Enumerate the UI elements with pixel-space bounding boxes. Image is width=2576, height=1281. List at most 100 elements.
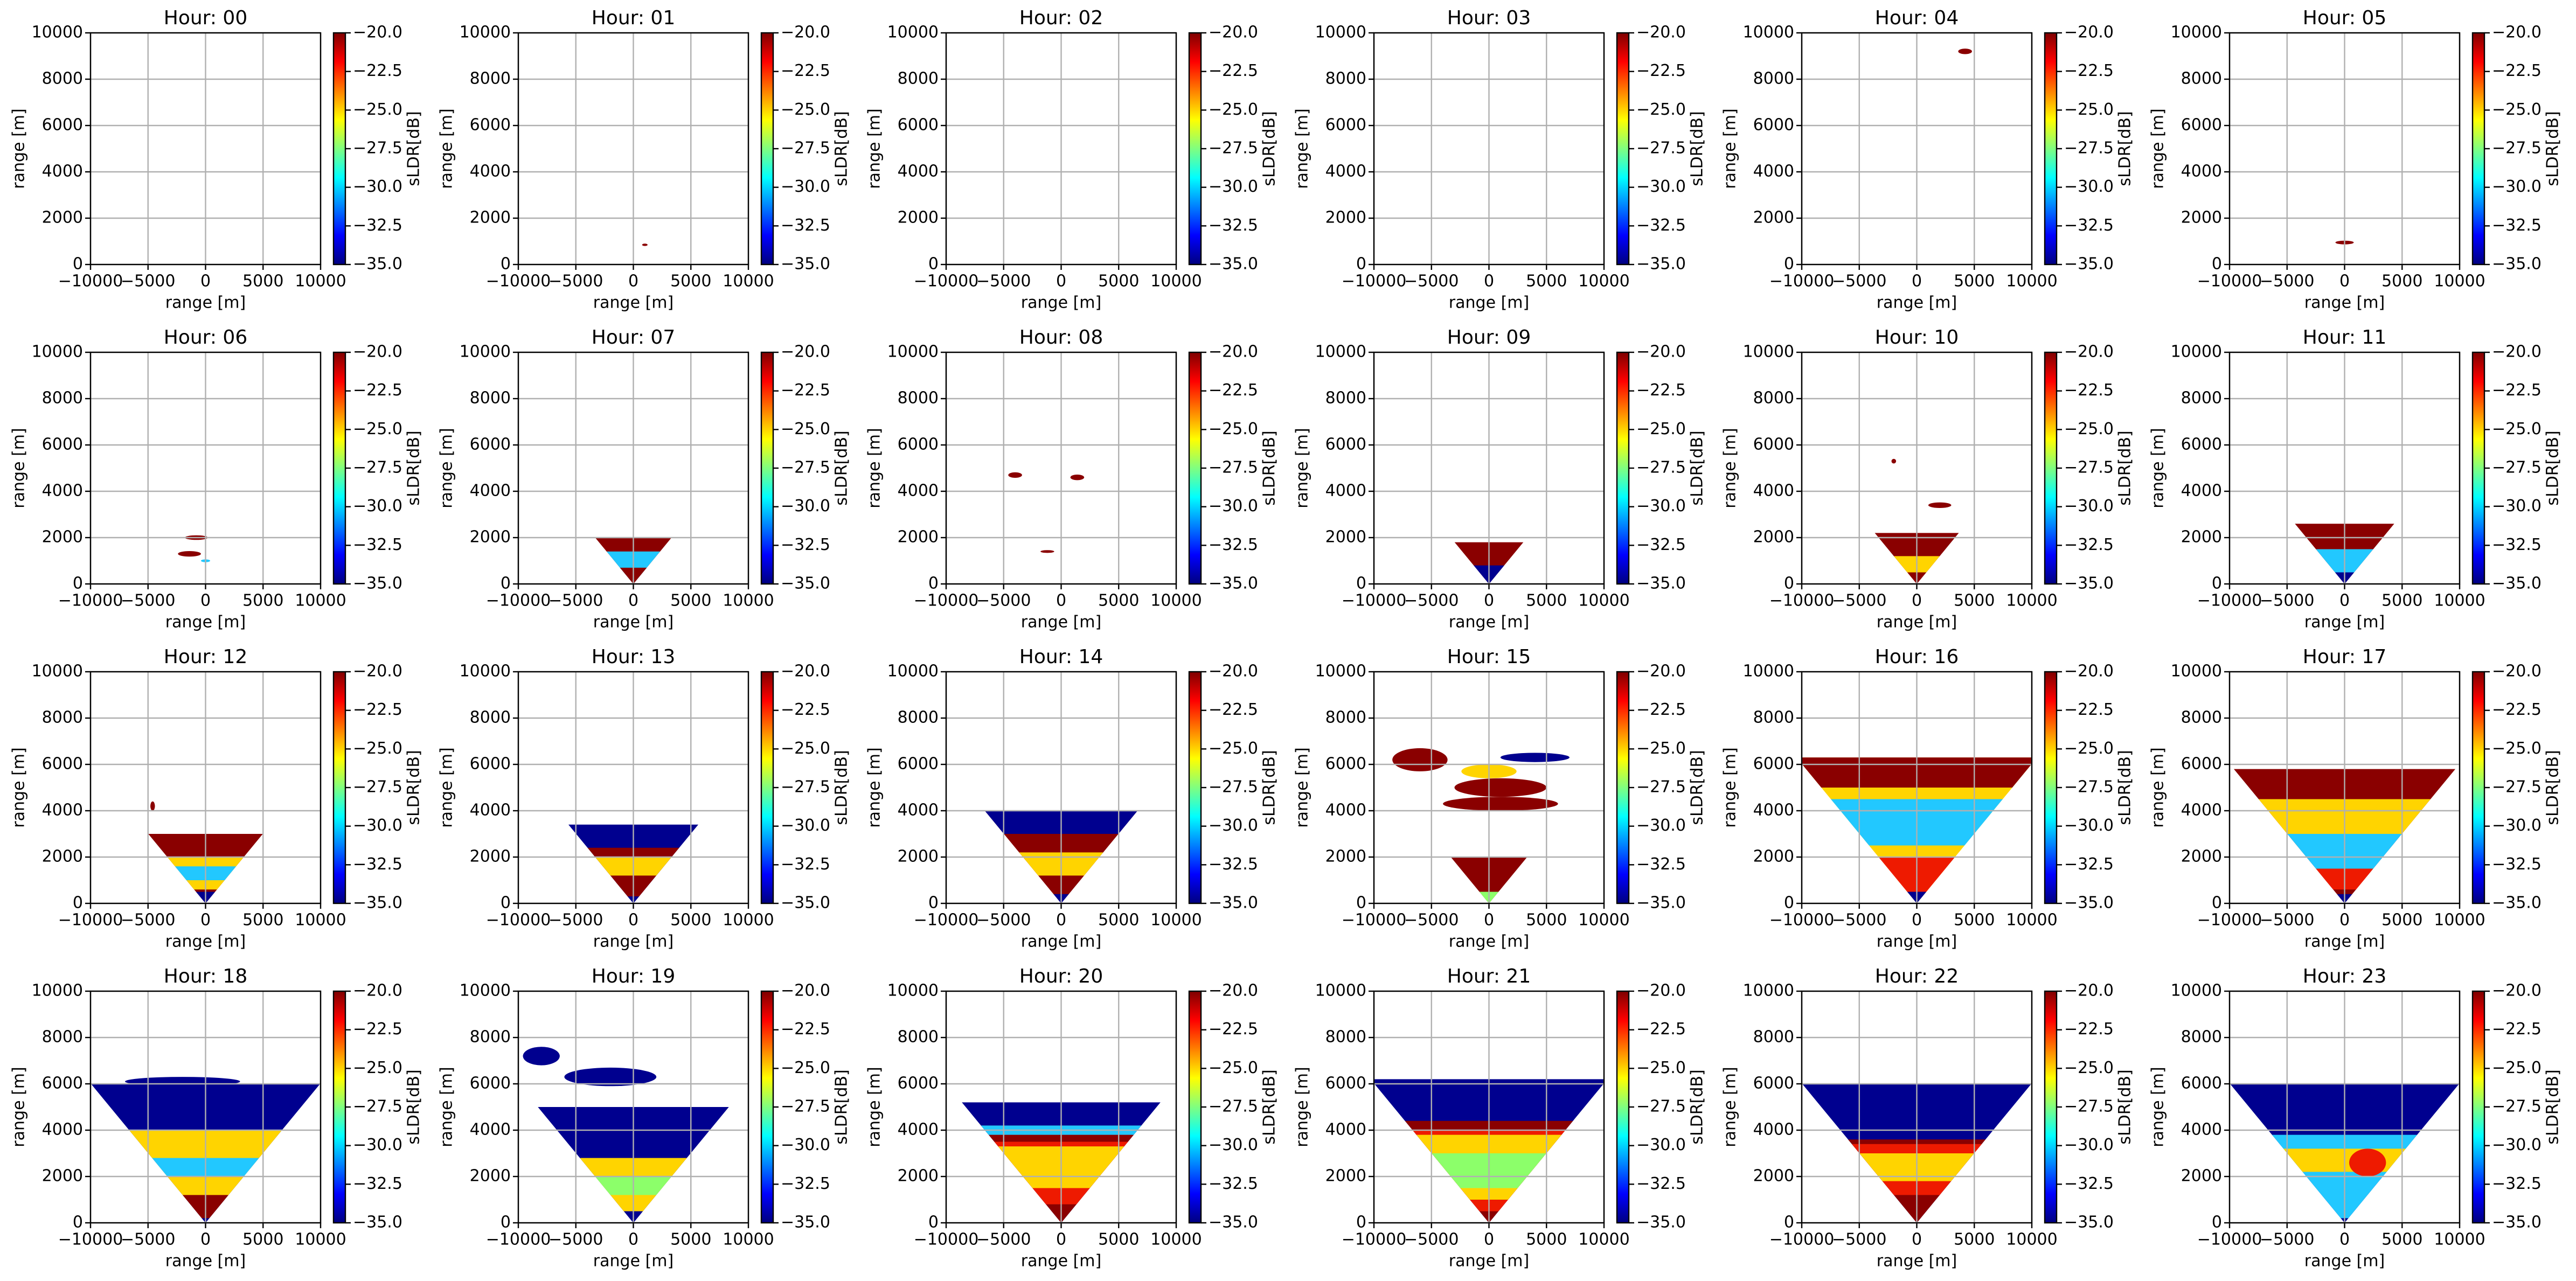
colorbar-tick-label: −32.5 xyxy=(781,216,830,235)
colorbar-label: sLDR[dB] xyxy=(405,1069,423,1144)
colorbar-tick-label: −27.5 xyxy=(1636,778,1686,797)
colorbar-tick-label: −35.0 xyxy=(353,1213,402,1232)
y-tick-label: 4000 xyxy=(42,482,83,500)
colorbar-tick-label: −20.0 xyxy=(1209,23,1258,42)
colorbar-tick-label: −22.5 xyxy=(2064,381,2114,400)
x-tick-label: 0 xyxy=(1484,591,1494,610)
y-tick-label: 0 xyxy=(2212,255,2222,274)
axes-frame xyxy=(1801,32,2033,266)
x-tick-label: −10000 xyxy=(58,911,123,930)
y-tick-label: 2000 xyxy=(898,847,939,866)
colorbar-tick-label: −27.5 xyxy=(1209,458,1258,477)
colorbar xyxy=(2044,32,2058,266)
x-axis-label: range [m] xyxy=(2304,294,2385,312)
subplot: −10000−5000 0 5000 10000 0 2000 4000 6000 8000 10… xyxy=(438,326,851,632)
colorbar-tick-label: −22.5 xyxy=(1209,61,1258,80)
colorbar-tick-label: −27.5 xyxy=(781,458,830,477)
x-tick-label: −5000 xyxy=(1404,272,1459,291)
colorbar-tick-label: −25.0 xyxy=(2064,739,2114,758)
x-tick-label: −5000 xyxy=(2260,1230,2314,1249)
y-tick-label: 8000 xyxy=(1753,69,1794,88)
x-tick-label: 10000 xyxy=(2006,1230,2057,1249)
colorbar-label: sLDR[dB] xyxy=(1260,1069,1279,1144)
x-tick-label: 0 xyxy=(628,911,638,930)
y-tick-label: 10000 xyxy=(32,981,83,1000)
x-tick-label: 5000 xyxy=(242,1230,283,1249)
x-tick-label: 10000 xyxy=(2006,911,2057,930)
axes-frame xyxy=(2228,990,2461,1224)
y-tick-label: 4000 xyxy=(1753,162,1794,181)
x-tick-label: 10000 xyxy=(295,1230,346,1249)
radar-echo xyxy=(1040,550,1054,553)
x-tick-label: −10000 xyxy=(2197,272,2262,291)
colorbar-label: sLDR[dB] xyxy=(2116,111,2135,186)
y-tick-label: 4000 xyxy=(2181,482,2222,500)
y-tick-label: 6000 xyxy=(898,435,939,454)
x-tick-label: 0 xyxy=(1484,911,1494,930)
colorbar-label: sLDR[dB] xyxy=(2544,430,2563,505)
subplot-title: Hour: 03 xyxy=(1447,7,1531,29)
colorbar-label: sLDR[dB] xyxy=(2544,1069,2563,1144)
colorbar-label: sLDR[dB] xyxy=(405,430,423,505)
y-tick-label: 10000 xyxy=(1315,343,1366,361)
colorbar-tick-label: −27.5 xyxy=(1636,139,1686,158)
colorbar-tick-label: −22.5 xyxy=(1636,61,1686,80)
x-tick-label: 5000 xyxy=(670,591,711,610)
colorbar xyxy=(760,671,774,904)
x-tick-label: −10000 xyxy=(914,911,979,930)
y-tick-label: 2000 xyxy=(1325,208,1366,227)
x-axis-label: range [m] xyxy=(1449,613,1529,632)
colorbar xyxy=(2044,990,2058,1224)
y-tick-label: 2000 xyxy=(898,208,939,227)
y-tick-label: 6000 xyxy=(1753,1074,1794,1093)
y-tick-label: 8000 xyxy=(2181,389,2222,408)
y-tick-label: 8000 xyxy=(2181,1028,2222,1047)
colorbar-tick-label: −20.0 xyxy=(2492,23,2542,42)
x-tick-label: −5000 xyxy=(121,591,175,610)
colorbar-tick-label: −32.5 xyxy=(2492,855,2542,874)
axes-frame xyxy=(517,671,749,904)
colorbar-tick-label: −22.5 xyxy=(1209,381,1258,400)
colorbar-tick-label: −25.0 xyxy=(2064,100,2114,119)
axes-frame xyxy=(89,351,322,585)
x-tick-label: −5000 xyxy=(1404,1230,1459,1249)
colorbar-tick-label: −35.0 xyxy=(2492,255,2542,274)
x-axis-label: range [m] xyxy=(165,294,246,312)
x-tick-label: −5000 xyxy=(976,272,1031,291)
colorbar-tick-label: −35.0 xyxy=(1636,255,1686,274)
colorbar-tick-label: −30.0 xyxy=(781,816,830,835)
y-tick-label: 10000 xyxy=(460,343,511,361)
colorbar-tick-label: −27.5 xyxy=(2492,1097,2542,1116)
colorbar-tick-label: −22.5 xyxy=(353,381,402,400)
y-tick-label: 8000 xyxy=(470,1028,511,1047)
x-tick-label: 5000 xyxy=(1954,272,1995,291)
y-tick-label: 4000 xyxy=(1753,482,1794,500)
y-tick-label: 0 xyxy=(1784,1213,1794,1232)
x-tick-label: 5000 xyxy=(1098,1230,1139,1249)
y-tick-label: 4000 xyxy=(1325,482,1366,500)
colorbar-tick-label: −32.5 xyxy=(353,535,402,554)
subplot-title: Hour: 12 xyxy=(164,646,247,668)
y-tick-label: 0 xyxy=(501,1213,511,1232)
colorbar-tick-label: −30.0 xyxy=(2064,1136,2114,1154)
colorbar-tick-label: −20.0 xyxy=(781,343,830,361)
colorbar-tick-label: −22.5 xyxy=(781,61,830,80)
subplot-title: Hour: 08 xyxy=(1019,326,1103,349)
subplot-title: Hour: 05 xyxy=(2303,7,2386,29)
x-axis-label: range [m] xyxy=(1877,1252,1957,1271)
y-tick-label: 4000 xyxy=(1325,162,1366,181)
y-tick-label: 8000 xyxy=(1325,708,1366,727)
x-tick-label: 0 xyxy=(1912,1230,1922,1249)
colorbar-tick-label: −35.0 xyxy=(2492,574,2542,593)
y-tick-label: 0 xyxy=(1356,255,1366,274)
subplot: −10000−5000 0 5000 10000 0 2000 4000 6000 8000 10… xyxy=(865,326,1279,632)
colorbar-tick-label: −32.5 xyxy=(1209,535,1258,554)
y-tick-label: 10000 xyxy=(1315,981,1366,1000)
subplot-title: Hour: 04 xyxy=(1875,7,1959,29)
x-tick-label: 0 xyxy=(628,591,638,610)
subplot-title: Hour: 20 xyxy=(1019,965,1103,987)
x-tick-label: −5000 xyxy=(976,1230,1031,1249)
subplot-title: Hour: 06 xyxy=(164,326,247,349)
colorbar-tick-label: −35.0 xyxy=(1636,894,1686,913)
colorbar-tick-label: −27.5 xyxy=(353,139,402,158)
